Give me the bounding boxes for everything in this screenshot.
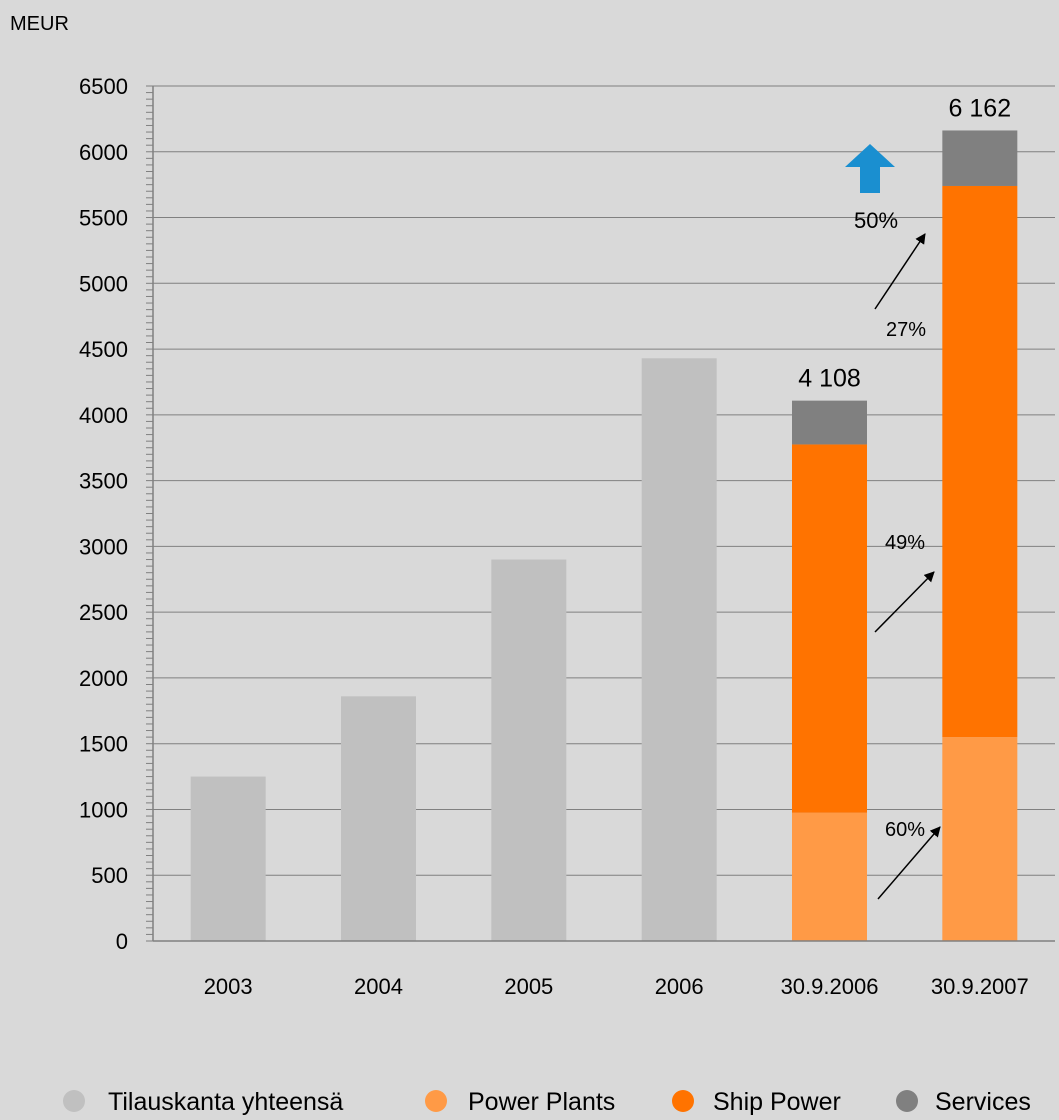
x-tick-label: 2006	[655, 974, 704, 999]
y-tick-label: 0	[116, 929, 128, 954]
y-tick-label: 5000	[79, 271, 128, 296]
y-tick-label: 2000	[79, 666, 128, 691]
legend-marker	[896, 1090, 918, 1112]
bar-power-plants	[792, 812, 867, 941]
y-unit-label: MEUR	[10, 13, 69, 35]
y-tick-labels: 0 500 1000 1500 2000 2500 3000 3500 4000 4500 5000…	[79, 74, 128, 954]
annotation-label: 50%	[854, 208, 898, 233]
y-tick-label: 2500	[79, 600, 128, 625]
x-tick-label: 2003	[204, 974, 253, 999]
annotation-label: 60%	[885, 819, 925, 841]
x-tick-label: 2005	[504, 974, 553, 999]
growth-annotations: 50% 27% 49% 60%	[845, 144, 941, 900]
bar-tilauskanta-yhteens	[491, 559, 567, 941]
bar-tilauskanta-yhteens	[341, 696, 416, 941]
y-tick-label: 6500	[79, 74, 128, 99]
bar-power-plants	[942, 737, 1018, 941]
y-tick-label: 500	[91, 863, 128, 888]
bar-ship-power	[792, 444, 867, 813]
y-tick-label: 3000	[79, 534, 128, 559]
y-tick-label: 5500	[79, 206, 128, 231]
legend-label: Tilauskanta yhteensä	[108, 1088, 343, 1116]
total-label: 4 108	[798, 365, 861, 393]
growth-arrow	[877, 826, 941, 900]
legend-label: Ship Power	[713, 1088, 841, 1116]
bar-services	[942, 130, 1018, 186]
bar-tilauskanta-yhteens	[641, 358, 717, 941]
gridlines	[153, 85, 1055, 876]
annotation-label: 27%	[886, 319, 926, 341]
legend-marker	[425, 1090, 447, 1112]
total-labels: 4 108 6 162	[798, 94, 1011, 392]
legend-label: Power Plants	[468, 1088, 615, 1116]
annotation-label: 49%	[885, 532, 925, 554]
legend: Tilauskanta yhteensä Power Plants Ship Pow…	[63, 1088, 1031, 1116]
up-arrow-icon	[845, 144, 895, 193]
y-tick-label: 3500	[79, 469, 128, 494]
growth-arrow	[874, 233, 926, 310]
legend-marker	[672, 1090, 694, 1112]
bar-services	[792, 400, 867, 445]
legend-label: Services	[935, 1088, 1031, 1116]
y-tick-label: 4000	[79, 403, 128, 428]
total-label: 6 162	[949, 94, 1012, 122]
x-tick-label: 30.9.2007	[931, 974, 1029, 999]
legend-marker	[63, 1090, 85, 1112]
bar-ship-power	[942, 185, 1018, 738]
bars	[190, 130, 1018, 941]
x-tick-label: 30.9.2006	[781, 974, 879, 999]
bar-tilauskanta-yhteens	[190, 776, 266, 941]
x-tick-labels: 2003 2004 2005 2006 30.9.2006 30.9.2007	[204, 974, 1029, 999]
axes	[146, 85, 1055, 942]
growth-arrow	[874, 571, 935, 633]
x-tick-label: 2004	[354, 974, 403, 999]
y-tick-label: 1500	[79, 732, 128, 757]
y-tick-label: 4500	[79, 337, 128, 362]
y-tick-label: 6000	[79, 140, 128, 165]
y-tick-label: 1000	[79, 797, 128, 822]
